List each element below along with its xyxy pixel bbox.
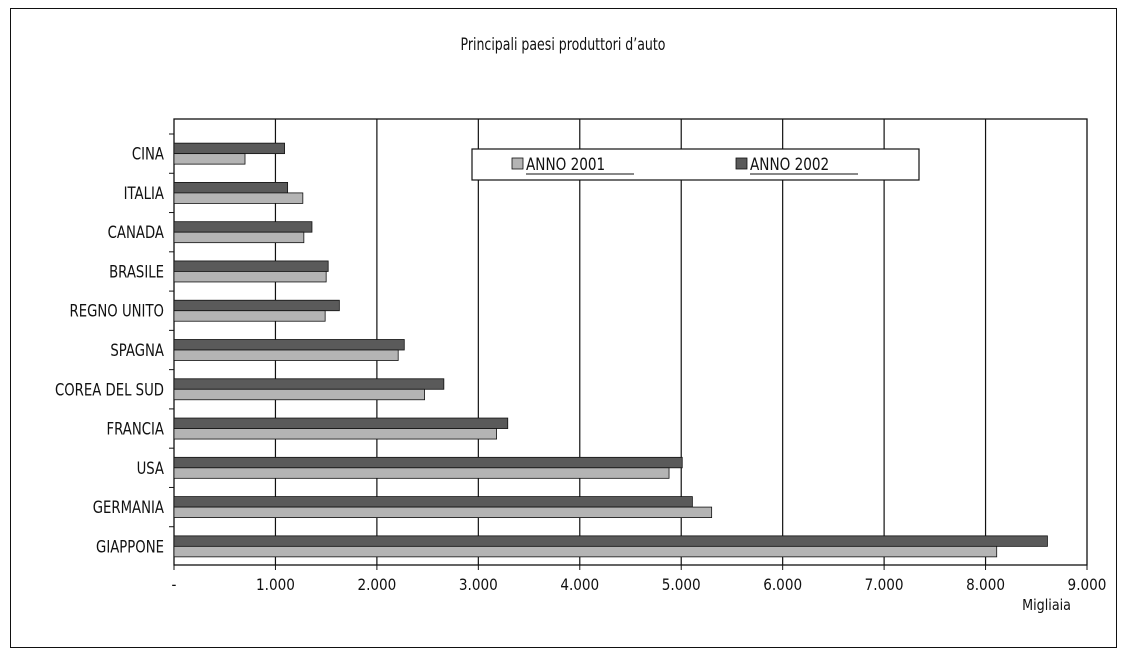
- bar-canada-2002: [173, 221, 313, 233]
- legend-box: [471, 148, 920, 181]
- x-tick-label: 3.000: [459, 576, 498, 594]
- y-category-label: SPAGNA: [110, 340, 164, 360]
- legend-swatch: [735, 157, 748, 170]
- bar-corea-del-sud-2002: [173, 378, 445, 390]
- bar-regno-unito-2001: [173, 310, 326, 322]
- x-axis-label: Migliaia: [1022, 597, 1071, 614]
- bar-usa-2002: [173, 456, 683, 469]
- y-category-label: GERMANIA: [93, 497, 165, 517]
- y-category-label: ITALIA: [124, 183, 165, 203]
- legend-label: ANNO 2002: [750, 155, 829, 175]
- x-tick-label: 8.000: [966, 576, 1005, 594]
- x-tick-label: 1.000: [256, 576, 295, 594]
- y-category-label: CANADA: [108, 223, 165, 243]
- bar-francia-2001: [173, 428, 497, 440]
- x-tick-label: 9.000: [1068, 576, 1107, 594]
- bar-cina-2001: [173, 153, 246, 165]
- y-category-label: GIAPPONE: [96, 537, 164, 557]
- y-category-label: REGNO UNITO: [70, 301, 164, 321]
- x-tick-label: -: [172, 576, 177, 594]
- y-category-label: USA: [137, 458, 165, 478]
- y-category-label: FRANCIA: [106, 419, 164, 439]
- bar-cina-2002: [173, 142, 285, 155]
- y-category-label: COREA DEL SUD: [55, 380, 164, 400]
- bar-spagna-2002: [173, 339, 405, 351]
- x-tick-label: 6.000: [763, 576, 802, 594]
- bar-giappone-2001: [173, 545, 998, 558]
- bar-regno-unito-2002: [173, 299, 340, 312]
- x-tick-label: 4.000: [560, 576, 599, 594]
- bar-corea-del-sud-2001: [173, 388, 425, 401]
- bar-francia-2002: [173, 417, 509, 429]
- bar-brasile-2001: [173, 271, 327, 283]
- x-tick-label: 5.000: [662, 576, 701, 594]
- y-category-label: BRASILE: [109, 262, 164, 282]
- bar-brasile-2002: [173, 260, 329, 272]
- legend-label: ANNO 2001: [526, 155, 605, 175]
- bar-giappone-2002: [173, 535, 1048, 547]
- x-tick-label: 2.000: [357, 576, 396, 594]
- bar-spagna-2001: [173, 349, 399, 361]
- bar-usa-2001: [173, 467, 670, 479]
- bar-canada-2001: [173, 231, 305, 244]
- bar-germania-2001: [173, 506, 713, 518]
- bar-germania-2002: [173, 496, 693, 508]
- bar-italia-2002: [173, 182, 289, 194]
- bar-italia-2001: [173, 192, 304, 204]
- x-tick-label: 7.000: [865, 576, 904, 594]
- y-category-label: CINA: [132, 144, 165, 164]
- chart-title: Principali paesi produttori d’auto: [460, 35, 666, 55]
- legend-swatch: [511, 157, 524, 170]
